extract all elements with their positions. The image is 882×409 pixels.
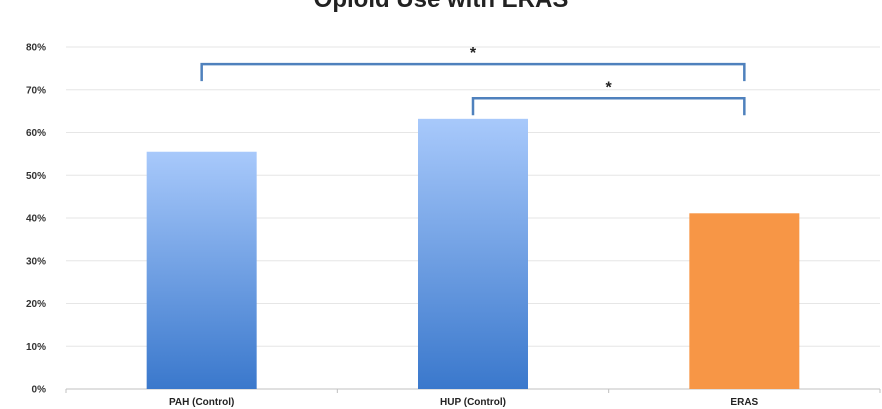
- bar-hup-control: [418, 118, 528, 389]
- y-tick-label: 0%: [32, 385, 47, 396]
- x-category-label: PAH (Control): [169, 397, 234, 408]
- significance-label: *: [606, 79, 613, 96]
- y-tick-label: 60%: [26, 128, 46, 139]
- y-tick-label: 30%: [26, 256, 46, 267]
- significance-bracket: [200, 62, 746, 82]
- bar-pah-control: [146, 151, 257, 389]
- significance-bracket: [471, 97, 746, 116]
- y-tick-label: 20%: [26, 299, 46, 310]
- bar-eras: [689, 213, 800, 389]
- y-tick-label: 80%: [26, 43, 46, 54]
- y-tick-label: 50%: [26, 171, 46, 182]
- significance-label: *: [470, 45, 477, 62]
- x-category-label: ERAS: [730, 397, 758, 408]
- chart-title: Opioid Use with ERAS: [0, 0, 882, 14]
- y-tick-label: 10%: [26, 342, 46, 353]
- y-tick-label: 40%: [26, 214, 46, 225]
- y-tick-label: 70%: [26, 85, 46, 96]
- x-category-label: HUP (Control): [440, 397, 506, 408]
